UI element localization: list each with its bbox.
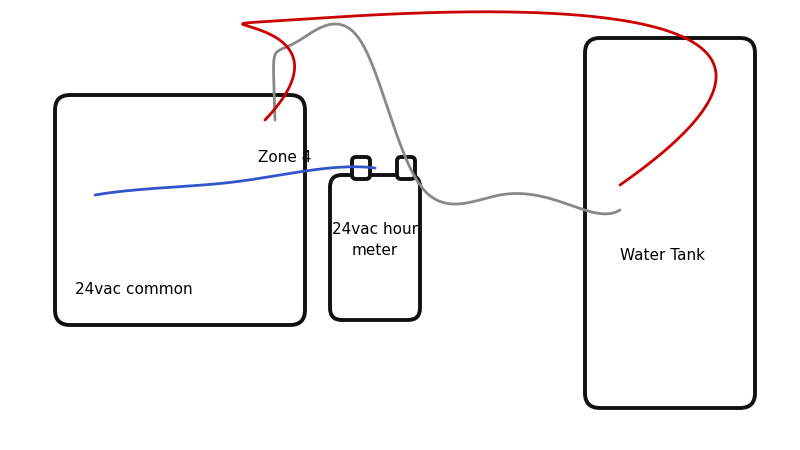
FancyBboxPatch shape: [55, 95, 305, 325]
Text: 24vac hour
meter: 24vac hour meter: [332, 222, 418, 258]
Text: Zone 4: Zone 4: [258, 150, 311, 166]
FancyBboxPatch shape: [352, 157, 370, 179]
FancyBboxPatch shape: [585, 38, 755, 408]
FancyBboxPatch shape: [330, 175, 420, 320]
FancyBboxPatch shape: [397, 157, 415, 179]
Text: Water Tank: Water Tank: [620, 248, 705, 262]
Text: 24vac common: 24vac common: [75, 283, 193, 297]
